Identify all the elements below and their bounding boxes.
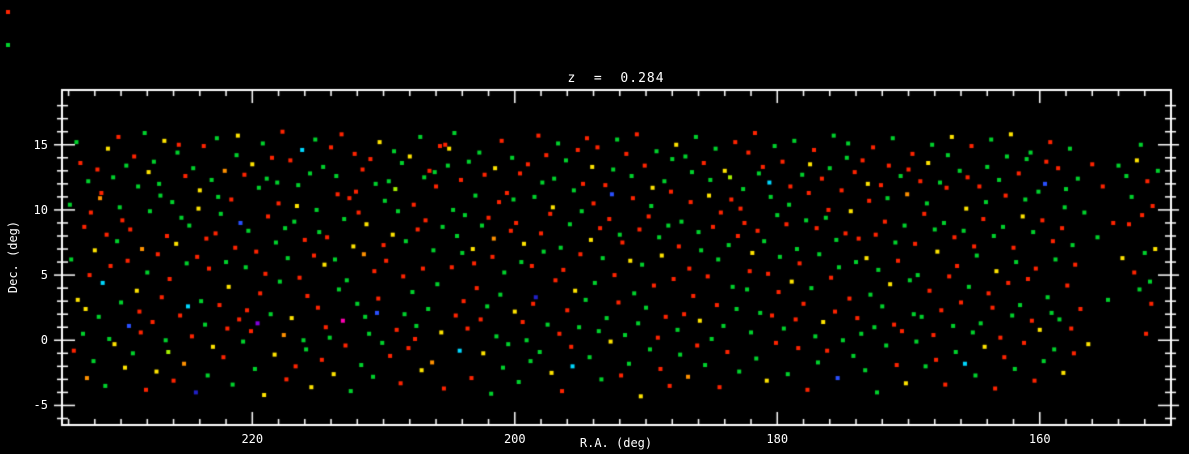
x-tick-label: 180 bbox=[766, 432, 789, 446]
y-tick-label: 5 bbox=[40, 268, 48, 283]
x-axis-label: R.A. (deg) bbox=[579, 436, 653, 450]
x-tick-label: 220 bbox=[241, 432, 264, 446]
x-tick-label: 200 bbox=[503, 432, 526, 446]
y-tick-label: 10 bbox=[33, 202, 48, 217]
plot-title: z = 0.284 bbox=[567, 71, 665, 86]
y-axis-label: Dec. (deg) bbox=[6, 220, 20, 294]
y-tick-label: 0 bbox=[40, 333, 48, 348]
y-tick-label: 15 bbox=[33, 137, 48, 152]
y-tick-label: -5 bbox=[33, 398, 48, 413]
x-tick-label: 160 bbox=[1028, 432, 1051, 446]
